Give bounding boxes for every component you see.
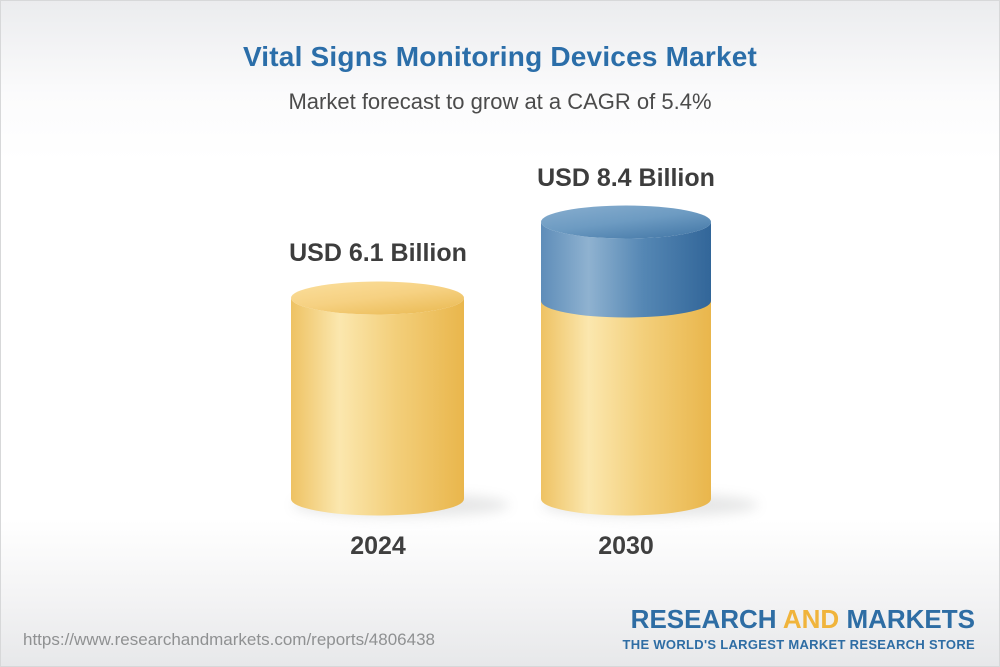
research-and-markets-logo: RESEARCH AND MARKETS THE WORLD'S LARGEST… — [623, 604, 975, 652]
logo-word-markets: MARKETS — [846, 604, 975, 634]
report-url[interactable]: https://www.researchandmarkets.com/repor… — [23, 630, 435, 649]
category-label-2024: 2024 — [350, 532, 406, 560]
logo-tagline: THE WORLD'S LARGEST MARKET RESEARCH STOR… — [622, 637, 975, 652]
value-label-2024: USD 6.1 Billion — [289, 239, 467, 267]
logo-word-and: AND — [782, 604, 840, 634]
bar-2030-growth-segment — [541, 222, 711, 318]
bar-2030-base-segment — [541, 299, 711, 516]
page-title: Vital Signs Monitoring Devices Market — [242, 41, 758, 72]
bar-2024-cylinder — [291, 281, 464, 516]
value-label-2030: USD 8.4 Billion — [537, 164, 715, 192]
bar-2030-top — [541, 205, 711, 239]
logo-wordmark: RESEARCH AND MARKETS — [623, 604, 975, 635]
page-subtitle: Market forecast to grow at a CAGR of 5.4… — [288, 89, 712, 114]
category-label-2030: 2030 — [598, 532, 654, 560]
logo-word-research: RESEARCH — [630, 604, 777, 634]
bar-2030-cylinder — [541, 205, 711, 516]
